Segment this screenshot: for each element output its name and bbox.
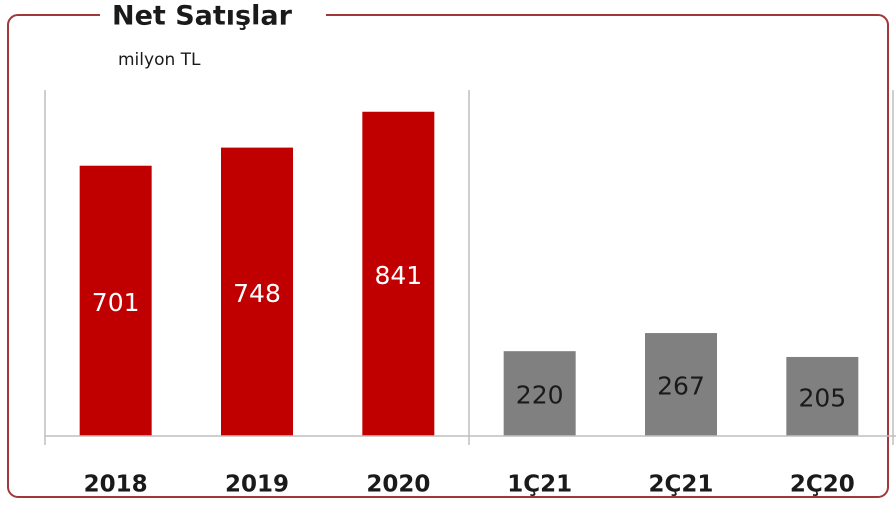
x-tick-label: 2019	[225, 472, 289, 498]
bar	[362, 111, 435, 437]
value-label: 220	[516, 381, 564, 410]
bar	[786, 356, 859, 436]
value-label: 748	[233, 279, 281, 308]
value-label: 701	[92, 288, 140, 317]
frame	[7, 14, 889, 498]
x-tick-label: 1Ç21	[507, 472, 572, 498]
value-label: 205	[798, 383, 846, 412]
x-tick-label: 2020	[366, 472, 430, 498]
bar	[645, 333, 717, 436]
chart-subtitle: milyon TL	[118, 50, 201, 70]
value-label: 841	[374, 261, 422, 290]
x-tick-label: 2Ç21	[649, 472, 714, 498]
bar	[503, 351, 576, 436]
bar	[79, 165, 152, 436]
title-backdrop	[100, 2, 326, 32]
value-label: 267	[657, 372, 705, 401]
bar	[221, 147, 293, 437]
x-tick-label: 2Ç20	[790, 472, 855, 498]
x-tick-label: 2018	[84, 472, 148, 498]
chart-title: Net Satışlar	[112, 1, 293, 32]
